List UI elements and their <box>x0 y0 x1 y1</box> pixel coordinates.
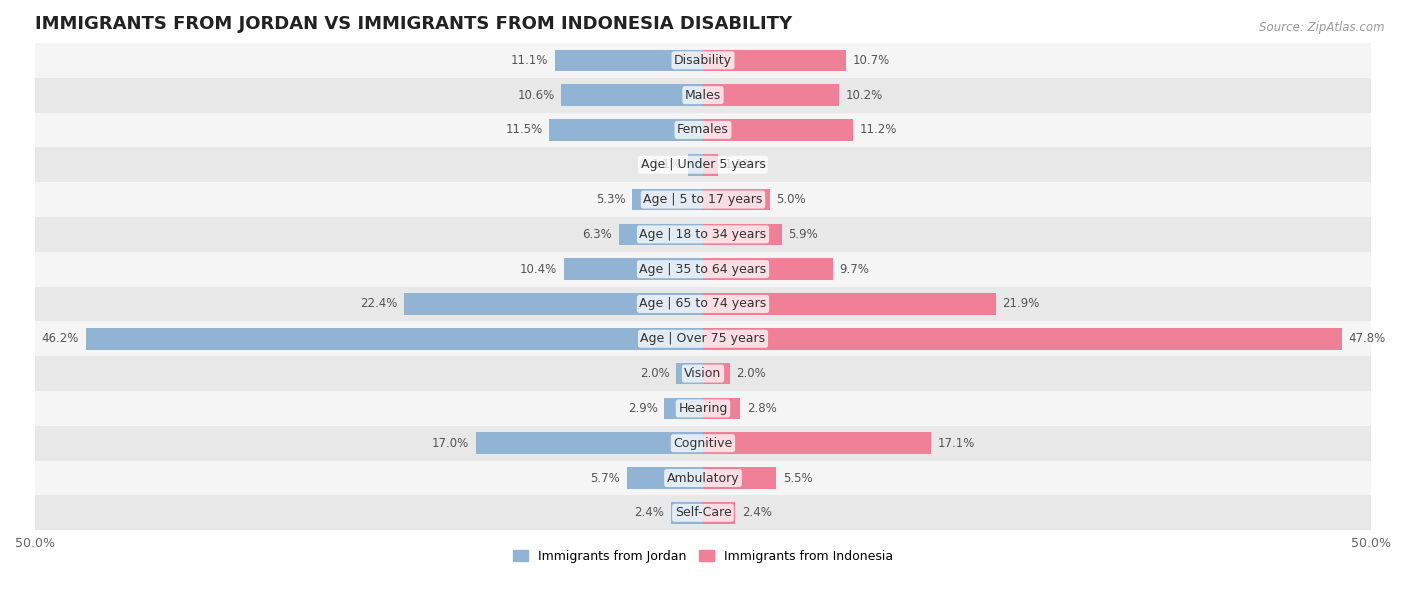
Text: 2.8%: 2.8% <box>747 402 778 415</box>
Bar <box>627 467 703 489</box>
Bar <box>633 188 703 211</box>
Text: 46.2%: 46.2% <box>42 332 79 345</box>
Bar <box>703 119 852 141</box>
Text: 47.8%: 47.8% <box>1348 332 1385 345</box>
Text: Age | Over 75 years: Age | Over 75 years <box>641 332 765 345</box>
Text: IMMIGRANTS FROM JORDAN VS IMMIGRANTS FROM INDONESIA DISABILITY: IMMIGRANTS FROM JORDAN VS IMMIGRANTS FRO… <box>35 15 792 33</box>
Bar <box>35 496 1371 530</box>
Bar <box>35 147 1371 182</box>
Text: Age | 5 to 17 years: Age | 5 to 17 years <box>644 193 762 206</box>
Text: 1.1%: 1.1% <box>652 159 682 171</box>
Text: 17.1%: 17.1% <box>938 437 976 450</box>
Text: Self-Care: Self-Care <box>675 506 731 520</box>
Text: Females: Females <box>678 124 728 136</box>
Text: 5.3%: 5.3% <box>596 193 626 206</box>
Text: Age | Under 5 years: Age | Under 5 years <box>641 159 765 171</box>
Bar <box>703 223 782 245</box>
Text: 9.7%: 9.7% <box>839 263 869 275</box>
Text: 11.5%: 11.5% <box>505 124 543 136</box>
Bar <box>703 50 846 71</box>
Text: Disability: Disability <box>673 54 733 67</box>
Bar <box>676 363 703 384</box>
Text: Source: ZipAtlas.com: Source: ZipAtlas.com <box>1260 21 1385 34</box>
Text: 6.3%: 6.3% <box>582 228 612 241</box>
Bar <box>35 356 1371 391</box>
Bar <box>35 252 1371 286</box>
Text: 5.0%: 5.0% <box>776 193 806 206</box>
Bar <box>35 286 1371 321</box>
Text: 22.4%: 22.4% <box>360 297 396 310</box>
Bar <box>35 321 1371 356</box>
Text: 17.0%: 17.0% <box>432 437 470 450</box>
Bar <box>35 182 1371 217</box>
Text: 2.0%: 2.0% <box>737 367 766 380</box>
Text: 5.5%: 5.5% <box>783 471 813 485</box>
Bar <box>35 43 1371 78</box>
Text: Ambulatory: Ambulatory <box>666 471 740 485</box>
Bar <box>35 217 1371 252</box>
Text: 21.9%: 21.9% <box>1002 297 1039 310</box>
Bar <box>555 50 703 71</box>
Bar <box>35 78 1371 113</box>
Text: Cognitive: Cognitive <box>673 437 733 450</box>
Text: Age | 18 to 34 years: Age | 18 to 34 years <box>640 228 766 241</box>
Bar <box>703 293 995 315</box>
Bar <box>703 363 730 384</box>
Bar <box>404 293 703 315</box>
Text: 5.7%: 5.7% <box>591 471 620 485</box>
Bar <box>86 328 703 349</box>
Bar <box>703 154 717 176</box>
Text: 5.9%: 5.9% <box>789 228 818 241</box>
Text: Hearing: Hearing <box>678 402 728 415</box>
Bar <box>664 398 703 419</box>
Bar <box>619 223 703 245</box>
Bar <box>564 258 703 280</box>
Text: Age | 65 to 74 years: Age | 65 to 74 years <box>640 297 766 310</box>
Text: 10.2%: 10.2% <box>846 89 883 102</box>
Text: Vision: Vision <box>685 367 721 380</box>
Bar <box>703 258 832 280</box>
Text: 2.4%: 2.4% <box>634 506 664 520</box>
Bar <box>475 433 703 454</box>
Text: 10.6%: 10.6% <box>517 89 555 102</box>
Text: 11.2%: 11.2% <box>859 124 897 136</box>
Text: 2.4%: 2.4% <box>742 506 772 520</box>
Text: 2.9%: 2.9% <box>627 402 658 415</box>
Bar <box>703 84 839 106</box>
Bar <box>561 84 703 106</box>
Bar <box>703 502 735 524</box>
Bar <box>689 154 703 176</box>
Bar <box>35 426 1371 461</box>
Text: 10.4%: 10.4% <box>520 263 557 275</box>
Bar <box>35 461 1371 496</box>
Bar <box>35 113 1371 147</box>
Text: 10.7%: 10.7% <box>852 54 890 67</box>
Bar <box>703 433 931 454</box>
Bar <box>703 398 741 419</box>
Text: Males: Males <box>685 89 721 102</box>
Legend: Immigrants from Jordan, Immigrants from Indonesia: Immigrants from Jordan, Immigrants from … <box>508 545 898 568</box>
Bar <box>550 119 703 141</box>
Text: 1.1%: 1.1% <box>724 159 754 171</box>
Bar <box>671 502 703 524</box>
Bar <box>703 328 1341 349</box>
Bar <box>35 391 1371 426</box>
Text: Age | 35 to 64 years: Age | 35 to 64 years <box>640 263 766 275</box>
Bar <box>703 467 776 489</box>
Bar <box>703 188 770 211</box>
Text: 2.0%: 2.0% <box>640 367 669 380</box>
Text: 11.1%: 11.1% <box>510 54 548 67</box>
